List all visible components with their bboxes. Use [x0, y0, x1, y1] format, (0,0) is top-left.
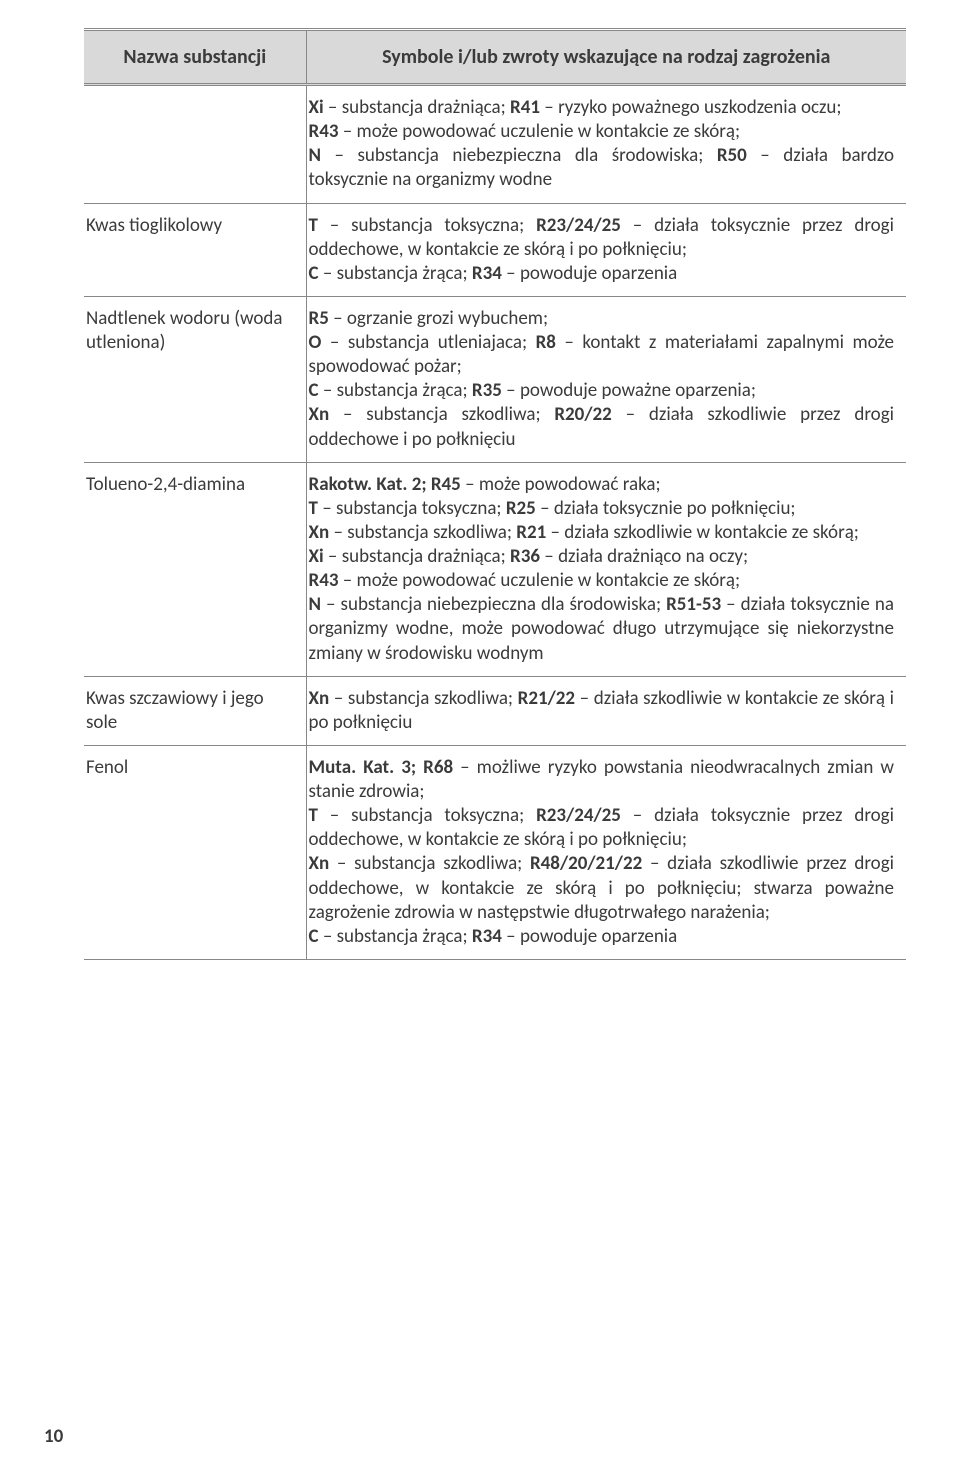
substance-name-cell: Nadtlenek wodoru (woda utleniona) [84, 296, 306, 462]
substance-desc-cell: R5 – ogrzanie grozi wybuchem;O – substan… [306, 296, 906, 462]
table-row: Fenol Muta. Kat. 3; R68 – możliwe ryzyko… [84, 745, 906, 959]
substance-name-cell: Kwas tioglikolowy [84, 203, 306, 296]
substance-name-cell: Fenol [84, 745, 306, 959]
table-row: Kwas szczawiowy i jego sole Xn – substan… [84, 676, 906, 745]
substance-name-cell: Tolueno-2,4-diamina [84, 462, 306, 676]
table-row: Tolueno-2,4-diamina Rakotw. Kat. 2; R45 … [84, 462, 906, 676]
substance-desc-cell: T – substancja toksyczna; R23/24/25 – dz… [306, 203, 906, 296]
substance-desc-cell: Muta. Kat. 3; R68 – możliwe ryzyko powst… [306, 745, 906, 959]
document-page: Nazwa substancji Symbole i/lub zwroty ws… [0, 0, 960, 1472]
header-substance-name: Nazwa substancji [84, 30, 306, 85]
page-number: 10 [44, 1425, 63, 1448]
substance-desc-cell: Xn – substancja szkodliwa; R21/22 – dzia… [306, 676, 906, 745]
substance-desc-cell: Xi – substancja drażniąca; R41 – ryzyko … [306, 85, 906, 204]
substance-name-cell: Kwas szczawiowy i jego sole [84, 676, 306, 745]
table-header-row: Nazwa substancji Symbole i/lub zwroty ws… [84, 30, 906, 85]
header-hazard-symbols: Symbole i/lub zwroty wskazujące na rodza… [306, 30, 906, 85]
table-row: Nadtlenek wodoru (woda utleniona) R5 – o… [84, 296, 906, 462]
substances-table: Nazwa substancji Symbole i/lub zwroty ws… [84, 28, 906, 960]
substance-desc-cell: Rakotw. Kat. 2; R45 – może powodować rak… [306, 462, 906, 676]
table-row: Kwas tioglikolowy T – substancja toksycz… [84, 203, 906, 296]
substance-name-cell [84, 85, 306, 204]
table-row: Xi – substancja drażniąca; R41 – ryzyko … [84, 85, 906, 204]
